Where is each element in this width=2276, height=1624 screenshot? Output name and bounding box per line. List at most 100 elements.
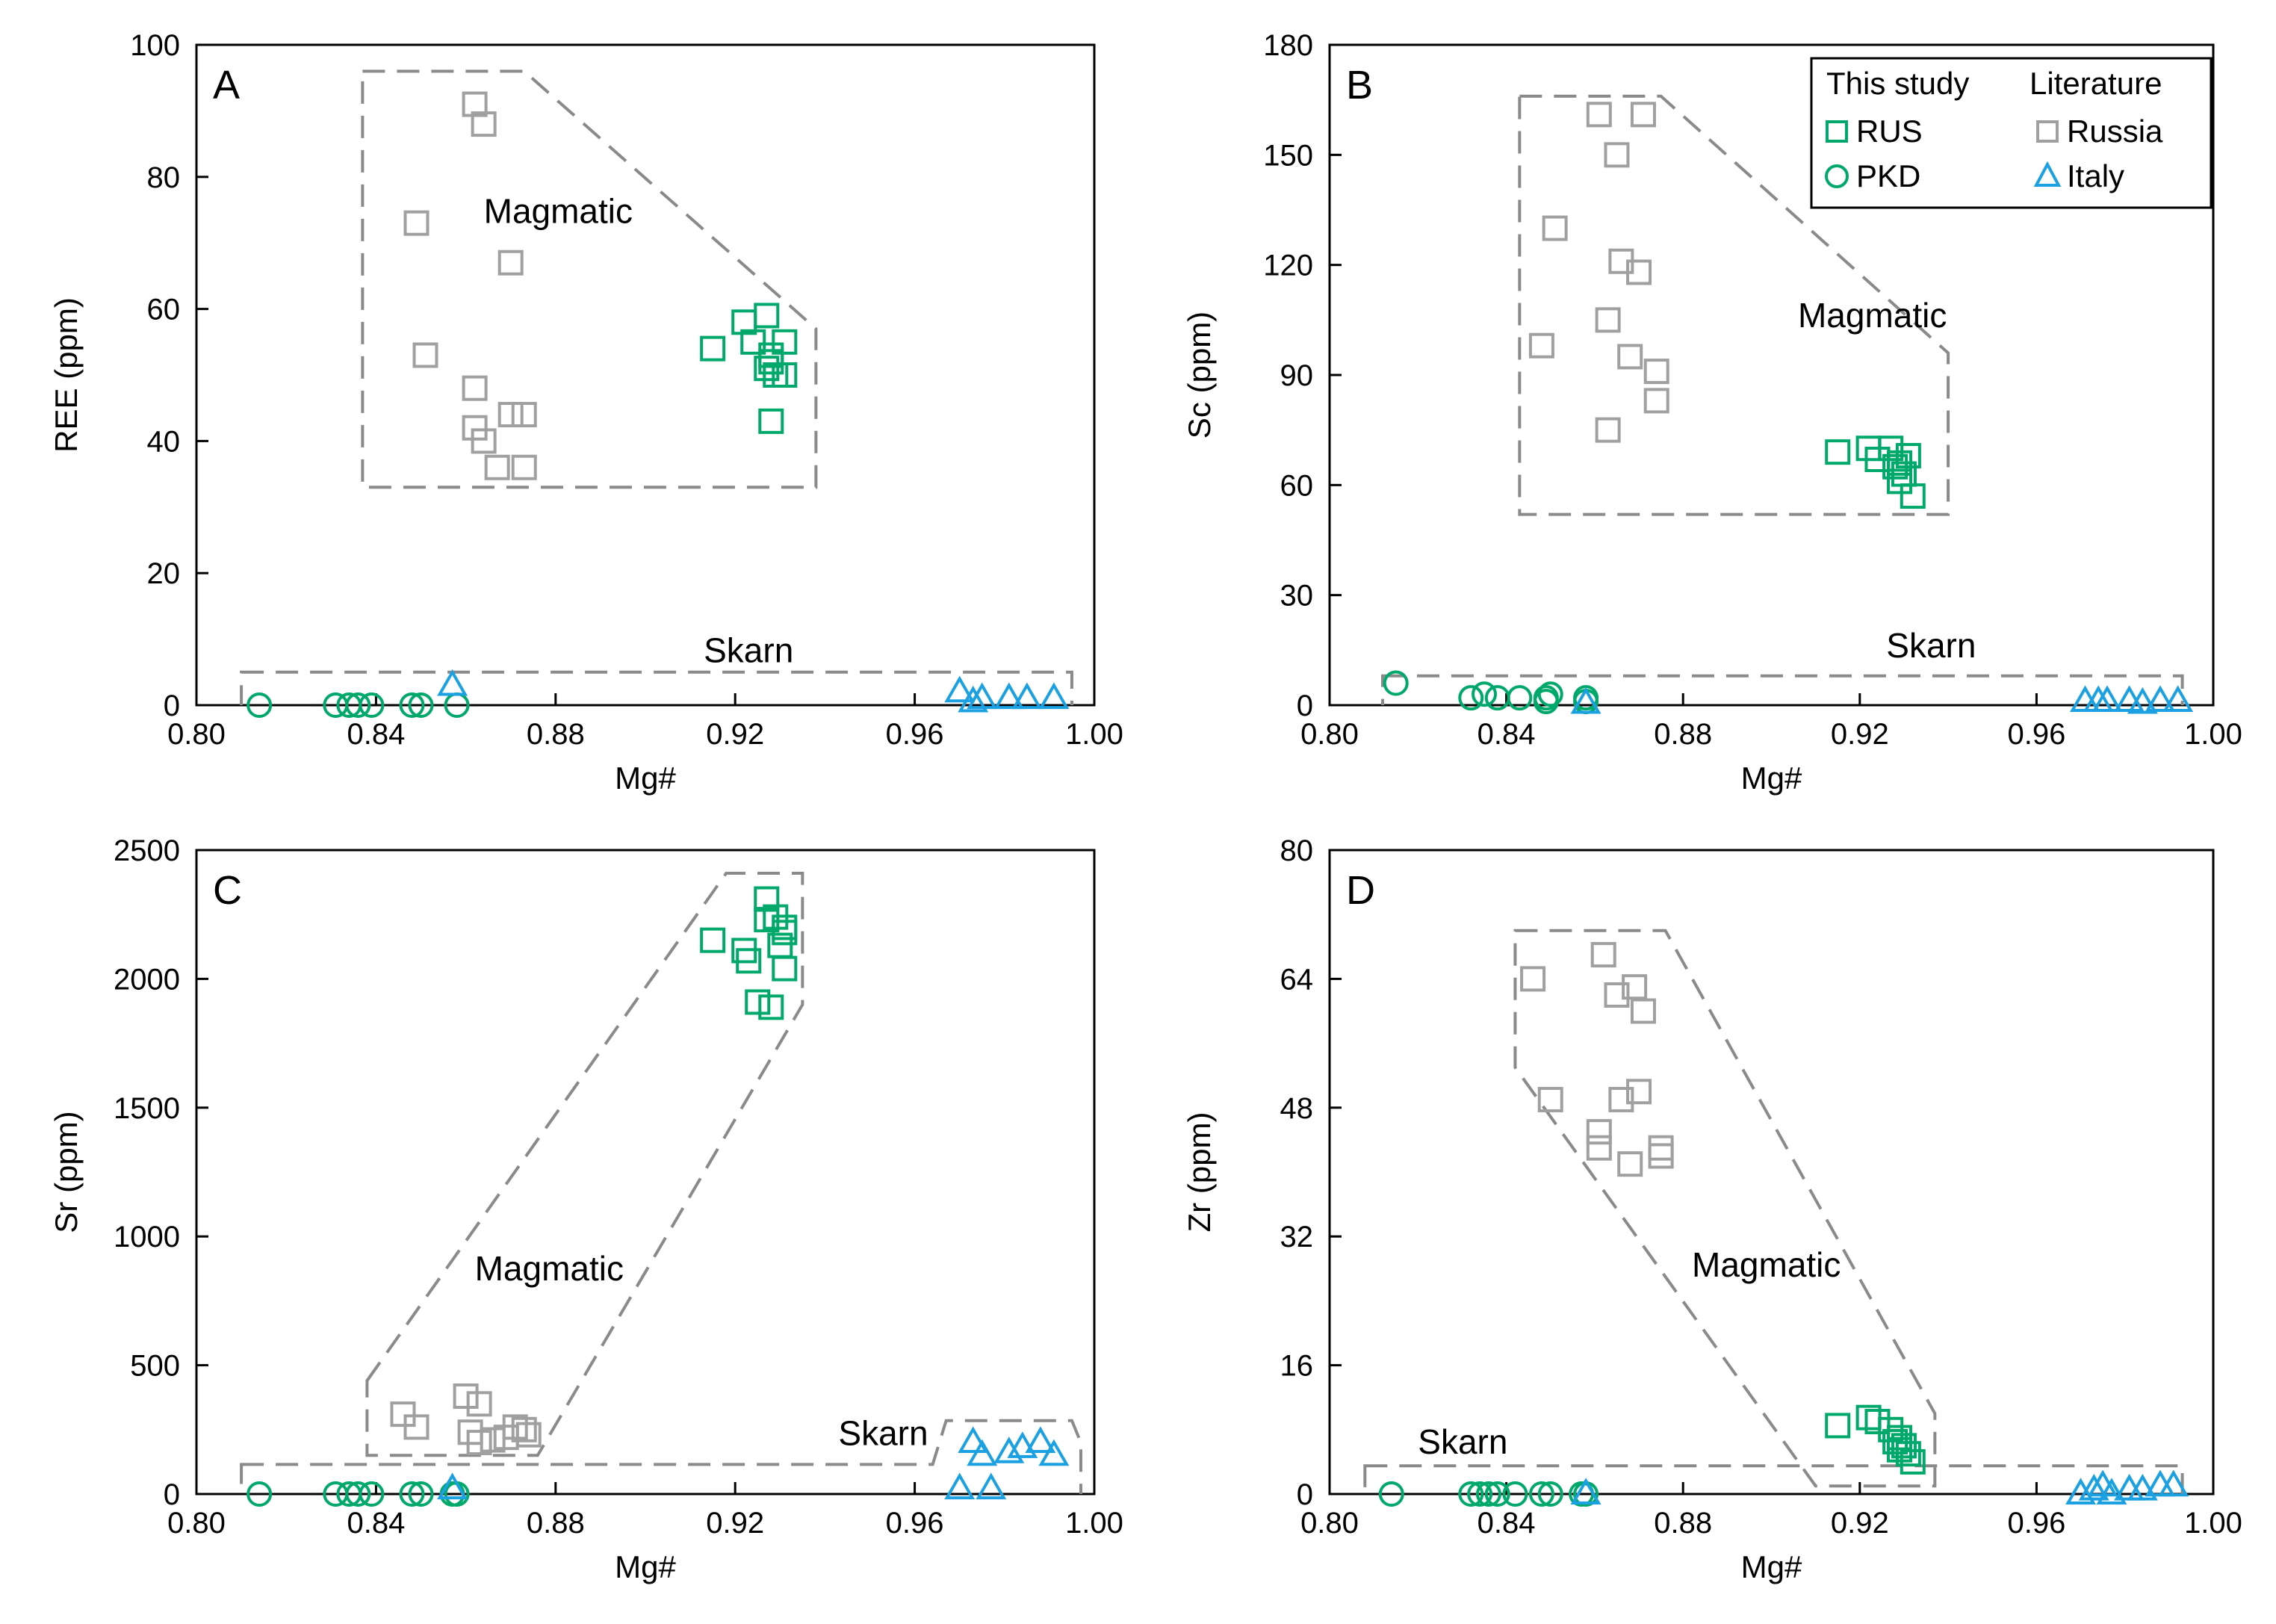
point-italy: [967, 1439, 998, 1466]
panel-c: 0.80 0.84 0.88 0.92 0.96 1.00 0 500 1000 1500 2000…: [49, 834, 1123, 1584]
y-tick-label: 60: [1280, 469, 1314, 502]
x-tick-label: 0.88: [527, 1507, 585, 1540]
panel-letter: D: [1346, 868, 1375, 913]
x-tick-label: 0.96: [886, 718, 944, 751]
point-pkd: [1383, 670, 1409, 696]
region-skarn-label: Skarn: [704, 631, 793, 670]
point-rus: [1825, 439, 1851, 465]
x-tick-label: 0.92: [1831, 1507, 1889, 1540]
series-russia: [403, 91, 537, 480]
y-tick-label: 64: [1280, 963, 1314, 996]
point-pkd: [1502, 1481, 1528, 1507]
point-rus: [1895, 443, 1921, 469]
point-russia: [471, 428, 497, 454]
x-tick-label: 0.88: [1654, 718, 1712, 751]
region-magmatic-label: Magmatic: [484, 192, 633, 231]
point-rus: [758, 349, 784, 375]
point-italy: [437, 1472, 468, 1500]
legend-marker: [1825, 164, 1849, 188]
point-italy: [993, 1437, 1025, 1463]
point-rus: [740, 329, 766, 355]
y-tick-label: 180: [1263, 29, 1313, 62]
legend-marker: [2036, 120, 2059, 143]
point-russia: [471, 111, 497, 137]
y-tick-label: 60: [147, 294, 181, 326]
point-russia: [1590, 942, 1616, 968]
point-rus: [772, 955, 798, 982]
point-russia: [480, 1427, 506, 1453]
point-italy: [1011, 682, 1043, 710]
series-italy: [1570, 685, 2194, 714]
series-russia: [1520, 942, 1674, 1177]
region-magmatic-label: Magmatic: [1692, 1245, 1841, 1284]
point-russia: [1643, 359, 1669, 385]
x-tick-label: 0.92: [706, 718, 764, 751]
point-russia: [1542, 215, 1568, 241]
point-russia: [1626, 259, 1652, 285]
point-rus: [1887, 468, 1913, 495]
point-italy: [1038, 1439, 1070, 1466]
y-tick-label: 90: [1280, 359, 1314, 392]
point-rus: [700, 927, 726, 953]
point-italy: [944, 675, 976, 703]
point-russia: [1608, 1087, 1634, 1113]
panel-letter: B: [1346, 63, 1373, 108]
y-tick-label: 32: [1280, 1221, 1314, 1253]
point-italy: [2158, 1469, 2189, 1497]
series-italy: [437, 1426, 1070, 1500]
region-skarn-outline: [1380, 674, 2184, 705]
legend-label: Italy: [2067, 158, 2124, 193]
point-russia: [1622, 974, 1648, 1000]
point-pkd: [345, 1481, 371, 1507]
point-rus: [754, 303, 780, 329]
point-pkd: [1573, 685, 1599, 711]
point-pkd: [246, 692, 273, 718]
legend-marker: [2033, 161, 2062, 187]
x-tick-label: 0.80: [1300, 1507, 1359, 1540]
legend-entry-russia: Russia: [2036, 114, 2163, 149]
series-rus: [1825, 436, 1926, 509]
series-pkd: [246, 1481, 470, 1507]
point-rus: [1895, 1441, 1921, 1467]
x-tick-label: 0.92: [1831, 718, 1889, 751]
region-skarn-label: Skarn: [838, 1413, 928, 1452]
x-tick-label: 0.88: [527, 718, 585, 751]
panel-a: 0.80 0.84 0.88 0.92 0.96 1.00 0 20 40 60 80 100 Mg# R…: [49, 29, 1123, 796]
point-russia: [466, 1391, 492, 1417]
point-pkd: [1528, 1481, 1554, 1507]
series-italy: [437, 669, 1070, 713]
point-rus: [1900, 1448, 1926, 1475]
region-skarn-outline: [240, 1419, 1082, 1494]
y-axis-label: Sc (ppm): [1182, 312, 1217, 438]
point-italy: [437, 669, 468, 696]
point-russia: [511, 454, 537, 480]
legend-label: PKD: [1856, 158, 1920, 193]
series-rus: [1825, 1404, 1926, 1475]
point-pkd: [246, 1481, 273, 1507]
y-tick-label: 2000: [114, 963, 180, 996]
y-tick-label: 80: [147, 161, 181, 194]
legend-box: [1810, 57, 2213, 209]
y-tick-label: 0: [164, 689, 180, 722]
point-italy: [1570, 687, 1601, 714]
y-tick-label: 0: [164, 1478, 180, 1511]
x-tick-label: 1.00: [1065, 1507, 1123, 1540]
point-russia: [1595, 417, 1621, 443]
point-italy: [2083, 685, 2114, 713]
point-russia: [1630, 102, 1656, 128]
region-magmatic-label: Magmatic: [475, 1249, 624, 1288]
point-pkd: [408, 1481, 434, 1507]
point-rus: [772, 362, 798, 388]
point-pkd: [408, 692, 434, 718]
x-axis-label: Mg#: [1741, 1549, 1802, 1584]
panel-d: 0.80 0.84 0.88 0.92 0.96 1.00 0 16 32 48 64 80 Mg# Zr…: [1182, 834, 2242, 1584]
point-italy: [958, 1426, 989, 1454]
point-russia: [511, 402, 537, 428]
point-italy: [958, 685, 989, 713]
point-russia: [462, 91, 488, 117]
point-russia: [1617, 344, 1643, 370]
point-russia: [390, 1401, 416, 1428]
y-axis-label: REE (ppm): [49, 297, 84, 453]
x-tick-label: 0.96: [886, 1507, 944, 1540]
x-tick-label: 1.00: [1065, 718, 1123, 751]
